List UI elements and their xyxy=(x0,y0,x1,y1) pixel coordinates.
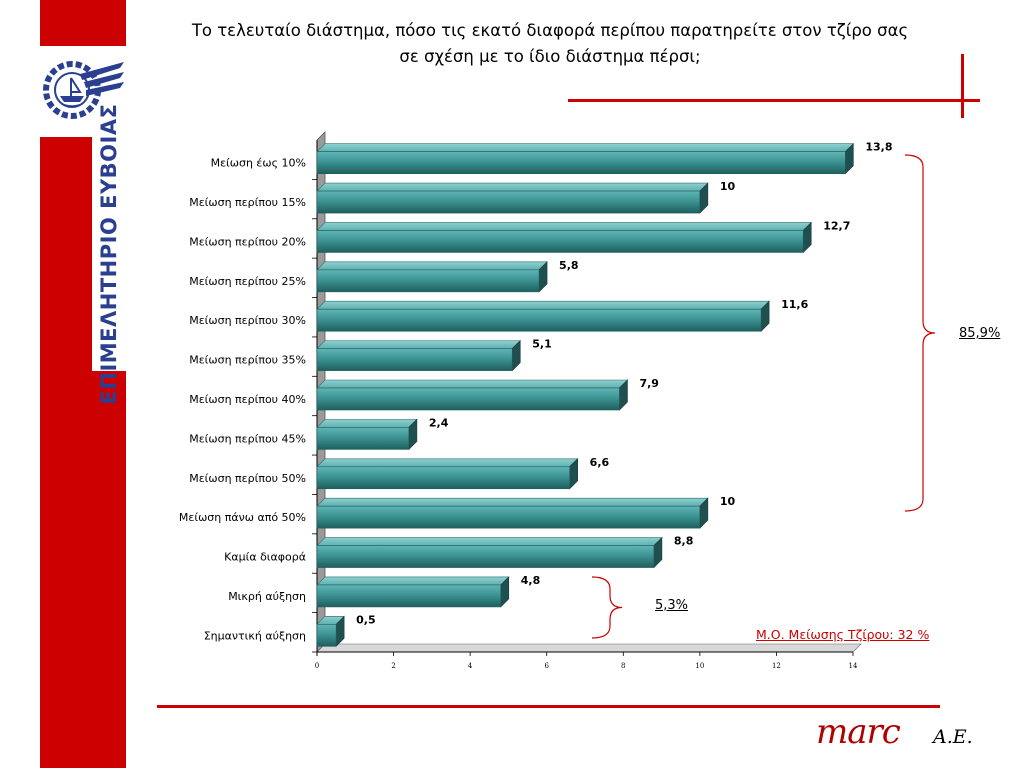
x-tick-label: 6 xyxy=(544,662,549,670)
x-tick-label: 2 xyxy=(391,662,395,670)
bar xyxy=(316,545,655,568)
brand-logo: marc xyxy=(816,712,901,752)
title-line-1: Το τελευταίο διάστημα, πόσο τις εκατό δι… xyxy=(191,21,909,40)
page-title: Το τελευταίο διάστημα, πόσο τις εκατό δι… xyxy=(140,18,960,70)
bar xyxy=(316,387,620,411)
chamber-logo xyxy=(40,52,126,128)
value-label: 4,8 xyxy=(521,574,541,587)
bar xyxy=(316,427,410,450)
bar-top-face xyxy=(316,182,709,192)
category-label: Μείωση περίπου 35% xyxy=(189,354,306,367)
bar-top-face xyxy=(316,300,770,310)
red-strip-top xyxy=(40,0,126,46)
bar-top-face xyxy=(316,537,663,546)
value-label: 12,7 xyxy=(823,219,850,232)
title-tick-mark xyxy=(961,54,964,118)
bracket-decrease xyxy=(904,154,936,512)
title-underline xyxy=(568,99,980,102)
bar xyxy=(316,308,762,332)
category-label: Μικρή αύξηση xyxy=(228,590,306,603)
bar-top-face xyxy=(316,458,579,468)
category-label: Μείωση περίπου 50% xyxy=(189,472,306,485)
value-label: 11,6 xyxy=(781,298,808,311)
increase-total-label: 5,3% xyxy=(655,598,689,613)
value-label: 13,8 xyxy=(865,141,892,154)
x-tick-label: 10 xyxy=(695,662,704,670)
bar xyxy=(316,269,540,293)
bar-top-face xyxy=(316,576,510,586)
value-label: 7,9 xyxy=(639,377,659,390)
x-tick-label: 8 xyxy=(621,662,625,670)
brand-suffix: A.E. xyxy=(933,726,973,748)
title-line-2: σε σχέση με το ίδιο διάστημα πέρσι; xyxy=(399,47,701,66)
bar xyxy=(316,151,846,174)
vertical-label-panel xyxy=(92,137,126,371)
value-label: 10 xyxy=(720,495,736,508)
bar-top-face xyxy=(316,379,629,389)
value-label: 8,8 xyxy=(674,535,694,548)
value-label: 6,6 xyxy=(590,456,610,469)
value-label: 5,1 xyxy=(532,338,552,351)
bar xyxy=(316,190,701,214)
value-label: 2,4 xyxy=(429,416,449,429)
value-label: 0,5 xyxy=(356,613,376,626)
category-label: Μείωση περίπου 40% xyxy=(189,393,306,406)
value-label: 5,8 xyxy=(559,259,579,272)
decrease-total-label: 85,9% xyxy=(959,326,1001,341)
category-label: Καμία διαφορά xyxy=(224,551,306,564)
bar-top-face xyxy=(316,143,855,152)
axis-floor xyxy=(316,643,862,653)
x-tick-label: 14 xyxy=(849,662,858,670)
bar-top-face xyxy=(316,497,709,507)
value-label: 10 xyxy=(720,180,736,193)
bar-top-face xyxy=(316,261,548,271)
category-label: Μείωση περίπου 25% xyxy=(189,275,306,288)
category-label: Μείωση έως 10% xyxy=(211,157,306,170)
bar xyxy=(316,466,570,490)
average-decrease-note: Μ.Ο. Μείωσης Τζίρου: 32 % xyxy=(756,627,930,642)
bar-top-face xyxy=(316,340,521,349)
category-label: Μείωση περίπου 45% xyxy=(189,432,306,445)
footer-divider xyxy=(157,705,940,708)
bar xyxy=(316,584,502,608)
bracket-increase xyxy=(591,576,623,639)
bar-top-face xyxy=(316,419,418,428)
x-tick-label: 0 xyxy=(315,662,319,670)
x-tick-label: 4 xyxy=(468,662,473,670)
category-label: Μείωση πάνω από 50% xyxy=(179,511,306,524)
category-label: Μείωση περίπου 15% xyxy=(189,196,306,209)
bar xyxy=(316,505,701,529)
bar xyxy=(316,624,337,647)
category-label: Σημαντική αύξηση xyxy=(204,629,306,642)
bar-top-face xyxy=(316,222,812,231)
category-label: Μείωση περίπου 20% xyxy=(189,235,306,248)
x-tick-label: 12 xyxy=(772,662,781,670)
bar xyxy=(316,348,513,371)
category-label: Μείωση περίπου 30% xyxy=(189,314,306,327)
bar xyxy=(316,230,804,253)
